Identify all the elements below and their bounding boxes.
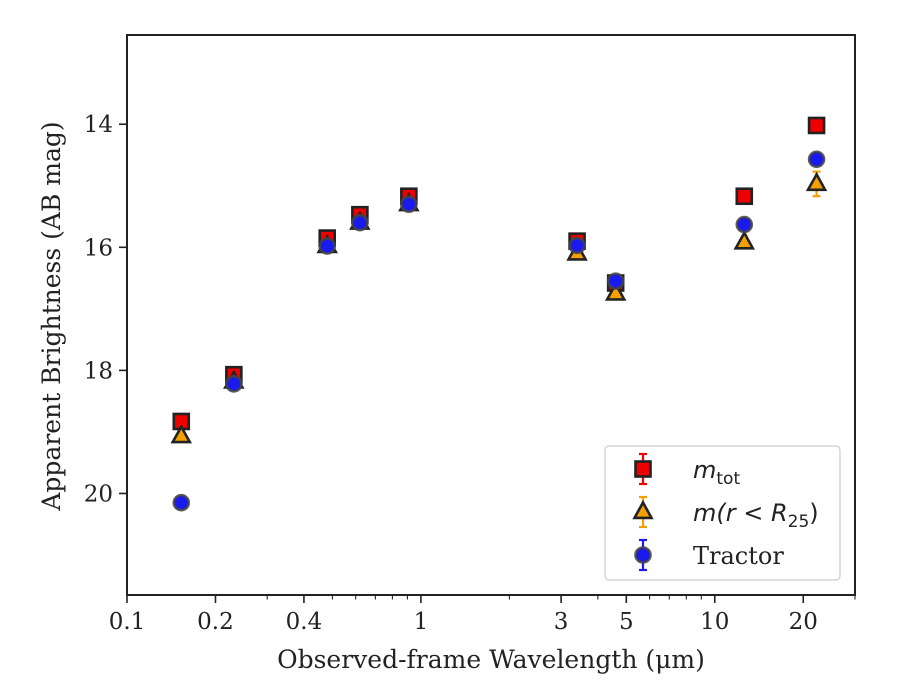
data-point-square bbox=[735, 187, 754, 206]
legend-item: m(r < R25) bbox=[632, 495, 819, 532]
legend-marker-square bbox=[634, 460, 652, 478]
x-axis: 0.1 0.2 0.4 1 3 5 10 20 bbox=[109, 595, 856, 635]
x-tick-label: 1 bbox=[414, 609, 429, 635]
legend-label-main: m bbox=[693, 456, 716, 484]
y-tick-label: 16 bbox=[84, 235, 113, 261]
legend-label-subscript: tot bbox=[716, 469, 740, 489]
data-point-triangle bbox=[805, 171, 828, 192]
series-square bbox=[172, 116, 826, 431]
y-axis-title: Apparent Brightness (AB mag) bbox=[37, 121, 66, 511]
data-point-triangle bbox=[604, 281, 627, 301]
data-point-square bbox=[807, 116, 826, 135]
data-point-circle bbox=[807, 150, 826, 169]
y-axis: 14 16 18 20 bbox=[84, 112, 127, 507]
legend-label-subscript: 25 bbox=[788, 512, 810, 532]
axes-frame bbox=[126, 34, 856, 596]
data-point-circle bbox=[735, 215, 754, 234]
x-tick-label: 3 bbox=[554, 609, 569, 635]
legend-label: m(r < R25) bbox=[693, 499, 819, 532]
x-axis-title: Observed-frame Wavelength (μm) bbox=[277, 645, 705, 674]
plot-area bbox=[126, 34, 856, 596]
x-tick-label: 0.1 bbox=[109, 609, 146, 635]
legend-marker-triangle bbox=[632, 499, 654, 520]
x-tick-label: 0.4 bbox=[286, 609, 323, 635]
legend-item: Tractor bbox=[634, 538, 784, 572]
data-point-circle bbox=[351, 213, 369, 232]
legend-label-main: Tractor bbox=[693, 542, 784, 570]
series-triangle bbox=[170, 170, 828, 444]
data-point-circle bbox=[225, 375, 243, 393]
legend-label: mtot bbox=[693, 456, 740, 489]
x-tick-label: 0.2 bbox=[197, 609, 234, 635]
y-tick-label: 18 bbox=[84, 358, 113, 384]
y-tick-label: 20 bbox=[84, 481, 113, 507]
series-circle bbox=[172, 150, 826, 512]
x-tick-label: 20 bbox=[789, 609, 818, 635]
data-point-circle bbox=[318, 237, 337, 255]
series-layer bbox=[170, 116, 828, 512]
data-point-triangle bbox=[733, 230, 756, 250]
legend: mtot m(r < R25) Tractor bbox=[604, 445, 841, 581]
legend-item: mtot bbox=[634, 452, 740, 489]
legend-label: Tractor bbox=[693, 542, 784, 570]
data-point-circle bbox=[568, 236, 586, 255]
legend-marker-circle bbox=[634, 546, 652, 564]
data-point-triangle bbox=[170, 424, 193, 444]
x-tick-label: 10 bbox=[700, 609, 729, 635]
legend-label-main: m(r < R bbox=[693, 499, 788, 527]
data-point-circle bbox=[606, 272, 625, 290]
y-tick-label: 14 bbox=[84, 112, 113, 138]
data-point-circle bbox=[172, 493, 191, 512]
legend-frame bbox=[604, 445, 841, 581]
legend-label-rest: ) bbox=[809, 499, 818, 527]
data-point-circle bbox=[400, 195, 418, 214]
x-tick-label: 5 bbox=[619, 609, 634, 635]
